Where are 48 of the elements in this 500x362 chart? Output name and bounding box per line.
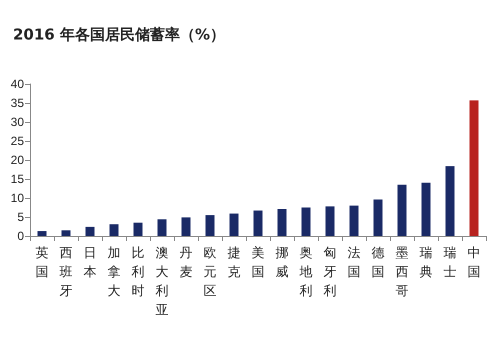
y-tick-label: 5	[17, 210, 24, 224]
y-tick-label: 15	[10, 172, 24, 186]
x-tick-label: 墨西哥	[396, 246, 408, 299]
x-tick-label: 日本	[84, 246, 96, 280]
bar	[230, 214, 238, 236]
bar	[134, 222, 142, 236]
x-tick-label: 瑞典	[420, 246, 432, 280]
x-tick-label: 比利时	[132, 246, 144, 299]
x-tick-label: 匈牙利	[324, 246, 336, 299]
bar	[38, 231, 46, 236]
bar	[86, 226, 94, 236]
x-tick-label: 捷克	[228, 246, 240, 280]
x-tick-label: 丹麦	[180, 246, 192, 280]
bar	[470, 100, 478, 236]
y-tick-label: 25	[10, 134, 24, 148]
x-tick-label: 欧元区	[204, 246, 216, 299]
bar	[398, 184, 406, 236]
bar	[110, 224, 118, 236]
x-tick-label: 西班牙	[60, 246, 72, 299]
bar	[326, 206, 334, 236]
x-tick-label: 挪威	[276, 246, 288, 280]
bar	[302, 208, 310, 236]
x-tick-label: 澳大利亚	[156, 246, 168, 318]
x-tick-label: 德国	[372, 246, 384, 280]
x-tick-label: 中国	[468, 246, 480, 280]
bar	[158, 219, 166, 236]
chart-title: 2016 年各国居民储蓄率（%）	[13, 26, 225, 44]
x-tick-label: 法国	[348, 246, 360, 280]
bar	[446, 166, 454, 236]
y-tick-label: 40	[10, 77, 24, 91]
y-tick-label: 30	[10, 115, 24, 129]
bar	[182, 217, 190, 236]
bar	[278, 209, 286, 236]
y-tick-label: 0	[17, 229, 24, 243]
x-tick-label: 加拿大	[108, 246, 120, 299]
x-tick-label: 瑞士	[444, 246, 456, 280]
x-tick-label: 美国	[252, 245, 264, 280]
y-tick-label: 35	[10, 96, 24, 110]
bar	[422, 182, 430, 236]
bar	[374, 200, 382, 236]
bar	[62, 230, 70, 236]
x-tick-label: 英国	[36, 246, 48, 280]
y-tick-label: 10	[10, 191, 24, 205]
y-tick-label: 20	[10, 153, 24, 167]
x-tick-label: 奥地利	[298, 246, 312, 299]
bar	[254, 210, 262, 236]
bar	[350, 206, 358, 236]
bar	[206, 215, 214, 236]
